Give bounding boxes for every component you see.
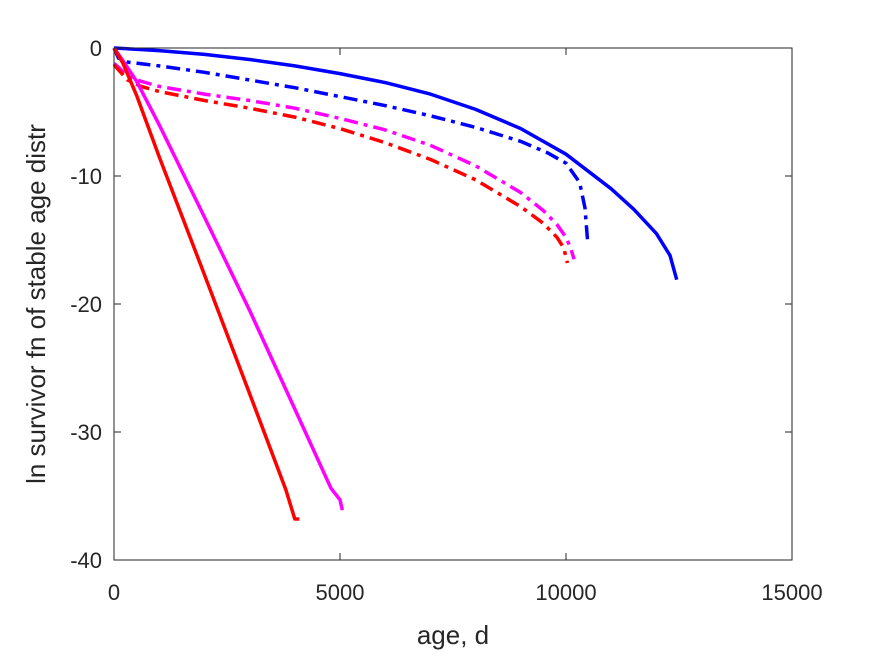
y-tick-label: -10 bbox=[70, 164, 102, 189]
series-line-1 bbox=[113, 46, 679, 281]
y-tick-label: -40 bbox=[70, 548, 102, 573]
x-tick-label: 15000 bbox=[761, 580, 822, 605]
x-tick-label: 0 bbox=[108, 580, 120, 605]
y-tick-label: -20 bbox=[70, 292, 102, 317]
y-axis-label: ln survivor fn of stable age distr bbox=[21, 124, 51, 484]
y-tick-label: 0 bbox=[90, 36, 102, 61]
x-tick-label: 10000 bbox=[535, 580, 596, 605]
y-tick-label: -30 bbox=[70, 420, 102, 445]
x-tick-label: 5000 bbox=[316, 580, 365, 605]
series-line-2 bbox=[112, 47, 590, 243]
ticks-layer: 0 5000 10000 15000 0 -10 -20 -30 -40 bbox=[70, 36, 822, 605]
series-line-5 bbox=[112, 46, 345, 511]
x-axis-label: age, d bbox=[417, 620, 489, 650]
series-line-6 bbox=[112, 47, 300, 521]
series-line-3 bbox=[112, 62, 576, 260]
series-layer bbox=[112, 46, 679, 521]
